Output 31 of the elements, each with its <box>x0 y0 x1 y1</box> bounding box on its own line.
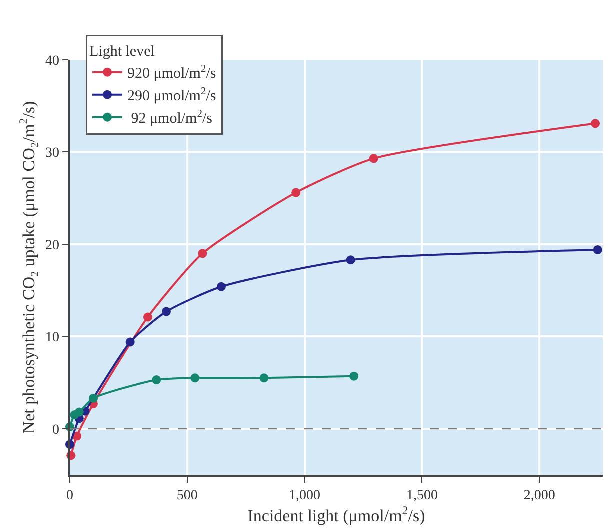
x-tick-label: 500 <box>176 488 198 504</box>
legend-label: 290 μmol/m$^{2}$/s <box>127 86 216 105</box>
point <box>143 312 152 322</box>
point <box>260 374 269 383</box>
point <box>198 249 208 258</box>
point <box>593 245 602 254</box>
point <box>162 307 171 316</box>
x-tick-label: 1,000 <box>289 488 321 504</box>
y-tick-label: 20 <box>45 238 60 254</box>
point <box>126 338 135 347</box>
y-tick-label: 10 <box>45 330 60 346</box>
point <box>369 154 378 164</box>
x-axis-title: Incident light (μmol/m$^{2}$/s) <box>248 504 426 526</box>
y-tick-label: 40 <box>45 54 60 69</box>
point <box>292 188 301 198</box>
y-tick-label: 0 <box>52 422 60 438</box>
point <box>590 119 600 128</box>
point <box>350 372 359 381</box>
point <box>88 394 98 403</box>
point <box>216 282 226 292</box>
legend-label: 920 μmol/m$^{2}$/s <box>127 64 216 82</box>
x-tick-label: 0 <box>66 488 74 504</box>
point <box>152 376 162 385</box>
point <box>74 408 84 417</box>
x-tick-label: 1,500 <box>406 488 438 504</box>
point <box>346 256 356 265</box>
legend-label: 92 μmol/m$^{2}$/s <box>127 108 213 128</box>
y-tick-label: 30 <box>45 146 60 162</box>
x-tick-label: 2,000 <box>524 488 556 504</box>
legend-title: Light level <box>89 44 155 60</box>
point <box>190 374 200 383</box>
